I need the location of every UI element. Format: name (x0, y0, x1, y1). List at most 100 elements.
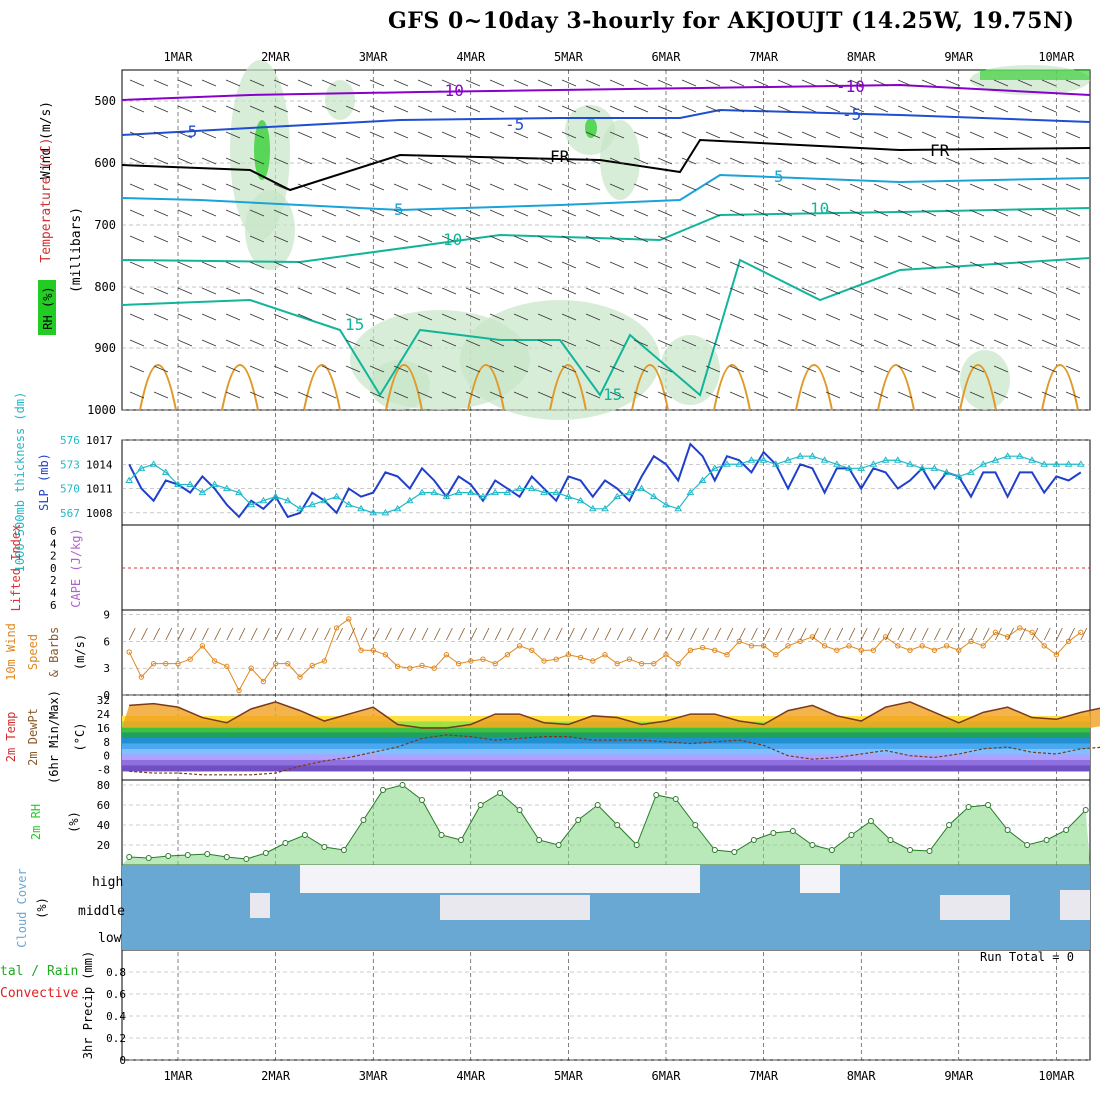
wind10-barb (982, 627, 990, 641)
lifted-index-tick: 4 (50, 587, 57, 600)
rh-point (223, 854, 230, 860)
thickness-point (759, 456, 768, 463)
temperature-contour-low (713, 364, 751, 411)
rh-point (243, 856, 250, 862)
wind-barb (369, 261, 385, 269)
wind-barb (825, 235, 841, 243)
wind-barb (705, 183, 721, 191)
wind-barb (801, 313, 817, 321)
wind-barb (729, 339, 745, 347)
thickness-point (845, 464, 853, 471)
wind10-barb (629, 627, 636, 641)
wind10-barb (885, 627, 892, 641)
wind-barb (225, 391, 241, 399)
wind-barb (225, 209, 241, 217)
wind-barb (609, 209, 625, 217)
temp-tick: 32 (97, 694, 110, 707)
wind-barb (513, 157, 529, 165)
wind-barb (873, 209, 889, 217)
wind-barb (945, 365, 961, 373)
wind-barb (417, 105, 433, 113)
wind-barb (1017, 209, 1033, 217)
contour-label: 15 (345, 315, 364, 334)
wind-barb (417, 235, 433, 243)
wind10-point (1017, 625, 1023, 631)
thickness-point (857, 464, 866, 471)
wind-barb (681, 287, 697, 295)
thickness-point (625, 488, 634, 496)
wind-barb (1017, 131, 1033, 139)
thickness-point (344, 500, 353, 508)
wind-barb (921, 235, 937, 243)
wind-barb (585, 391, 601, 399)
temperature-contour (121, 138, 1091, 192)
wind-barb (1041, 209, 1057, 217)
wind10-point (882, 634, 889, 640)
wind-barb (1065, 79, 1081, 87)
wind-barb (873, 131, 889, 139)
wind10-barb (153, 627, 160, 641)
wind-barb (417, 365, 433, 373)
wind-barb (513, 235, 529, 243)
wind-barb (369, 391, 385, 399)
wind10-point (1004, 634, 1011, 640)
wind-barb (1041, 105, 1057, 113)
thickness-point (832, 460, 841, 467)
contour-label: -10 (836, 77, 865, 96)
rh-point (614, 822, 621, 828)
wind-barb (801, 157, 817, 165)
wind-barb (609, 105, 625, 113)
wind-barb (297, 339, 313, 347)
wind-barb (489, 391, 505, 399)
wind-barb (297, 235, 313, 243)
wind-barb (129, 235, 145, 243)
wind-barb (705, 261, 721, 269)
wind-barb (873, 105, 889, 113)
thickness-point (149, 460, 158, 467)
wind10-barb (458, 627, 465, 641)
thickness-tick: 570 (60, 483, 80, 496)
rh-area (122, 785, 1090, 865)
wind-barb (729, 79, 745, 87)
temp-color-band (122, 737, 1090, 744)
wind-barb (537, 261, 553, 269)
ylabel-thickness: 1000-500mb thickness (dm) (13, 392, 27, 573)
x-tick-label-top: 2MAR (261, 50, 291, 64)
temp-color-band (122, 732, 1090, 739)
wind-barb (1017, 365, 1033, 373)
wind10-point (468, 658, 474, 664)
wind-barb (777, 183, 793, 191)
temperature-contour-low (139, 364, 177, 411)
wind-barb (825, 183, 841, 191)
contour-label: -10 (435, 81, 464, 100)
wind-barb (345, 157, 361, 165)
x-tick-label-top: 3MAR (359, 50, 389, 64)
wind10-point (1078, 629, 1084, 636)
wind-barb (321, 131, 337, 139)
wind-barb (873, 261, 889, 269)
rh-legend-swatch (38, 280, 56, 335)
wind10-barb (531, 627, 539, 641)
wind-barb (1041, 339, 1057, 347)
wind-barb (945, 313, 961, 321)
wind10-point (712, 647, 718, 653)
x-tick-label-bottom: 3MAR (359, 1069, 389, 1083)
wind-barb (441, 131, 457, 139)
wind-barb (681, 339, 697, 347)
thickness-point (637, 484, 646, 492)
cloud-clear-middle (250, 893, 270, 918)
wind10-barb (824, 627, 831, 641)
wind-barb (273, 365, 289, 373)
wind-barb (393, 261, 409, 269)
wind-barb (129, 79, 145, 87)
wind-barb (777, 105, 793, 113)
ylabel-rh2m-units: (%) (67, 811, 81, 833)
wind-barb (849, 261, 865, 269)
wind-barb (705, 105, 721, 113)
wind-barb (609, 131, 625, 139)
wind10-barb (702, 627, 709, 641)
thickness-point (796, 452, 805, 459)
wind-barb (801, 131, 817, 139)
wind10-point (638, 660, 645, 667)
wind-barb (129, 313, 145, 321)
